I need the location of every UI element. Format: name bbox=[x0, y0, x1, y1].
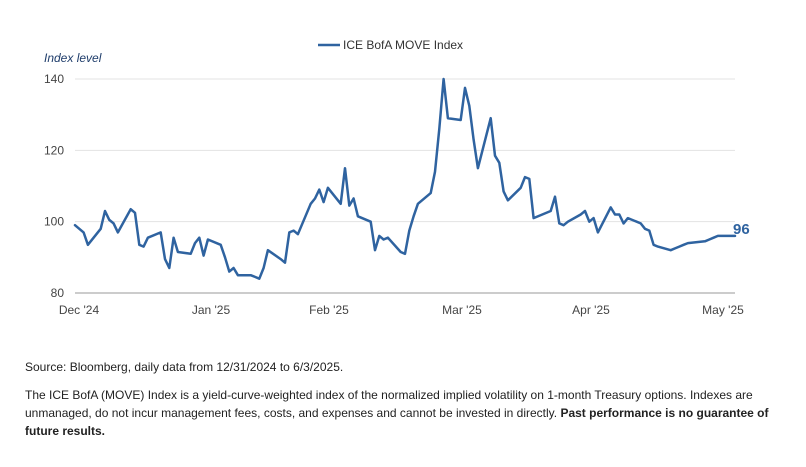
move-index-chart: 80 100 120 140 Dec '24 Jan '25 Feb '25 Mar '25… bbox=[44, 38, 750, 317]
performance-disclaimer: Past performance is no guarantee of futu… bbox=[25, 406, 769, 438]
y-axis-title: Index level bbox=[44, 51, 102, 65]
source-note: Source: Bloomberg, daily data from 12/31… bbox=[25, 360, 344, 374]
legend-label: ICE BofA MOVE Index bbox=[343, 38, 463, 52]
x-tick-label: Dec '24 bbox=[59, 303, 100, 317]
x-axis-ticks: Dec '24 Jan '25 Feb '25 Mar '25 Apr '25 May '… bbox=[59, 303, 744, 317]
description-note: The ICE BofA (MOVE) Index is a yield-cur… bbox=[25, 386, 785, 440]
chart-notes: Source: Bloomberg, daily data from 12/31… bbox=[25, 358, 785, 450]
y-axis-ticks: 80 100 120 140 bbox=[44, 72, 64, 300]
plot-area bbox=[73, 77, 737, 280]
legend: ICE BofA MOVE Index bbox=[318, 38, 463, 52]
series-line-move-index bbox=[73, 77, 737, 280]
x-tick-label: Jan '25 bbox=[192, 303, 231, 317]
y-tick-label: 120 bbox=[44, 143, 64, 157]
x-tick-label: Apr '25 bbox=[572, 303, 610, 317]
x-tick-label: May '25 bbox=[702, 303, 744, 317]
x-tick-label: Feb '25 bbox=[309, 303, 349, 317]
gridlines bbox=[75, 78, 735, 294]
y-tick-label: 80 bbox=[51, 286, 65, 300]
x-tick-label: Mar '25 bbox=[442, 303, 482, 317]
y-tick-label: 140 bbox=[44, 72, 64, 86]
index-description: The ICE BofA (MOVE) Index is a yield-cur… bbox=[25, 388, 753, 420]
y-tick-label: 100 bbox=[44, 215, 64, 229]
end-value-label: 96 bbox=[733, 221, 750, 238]
